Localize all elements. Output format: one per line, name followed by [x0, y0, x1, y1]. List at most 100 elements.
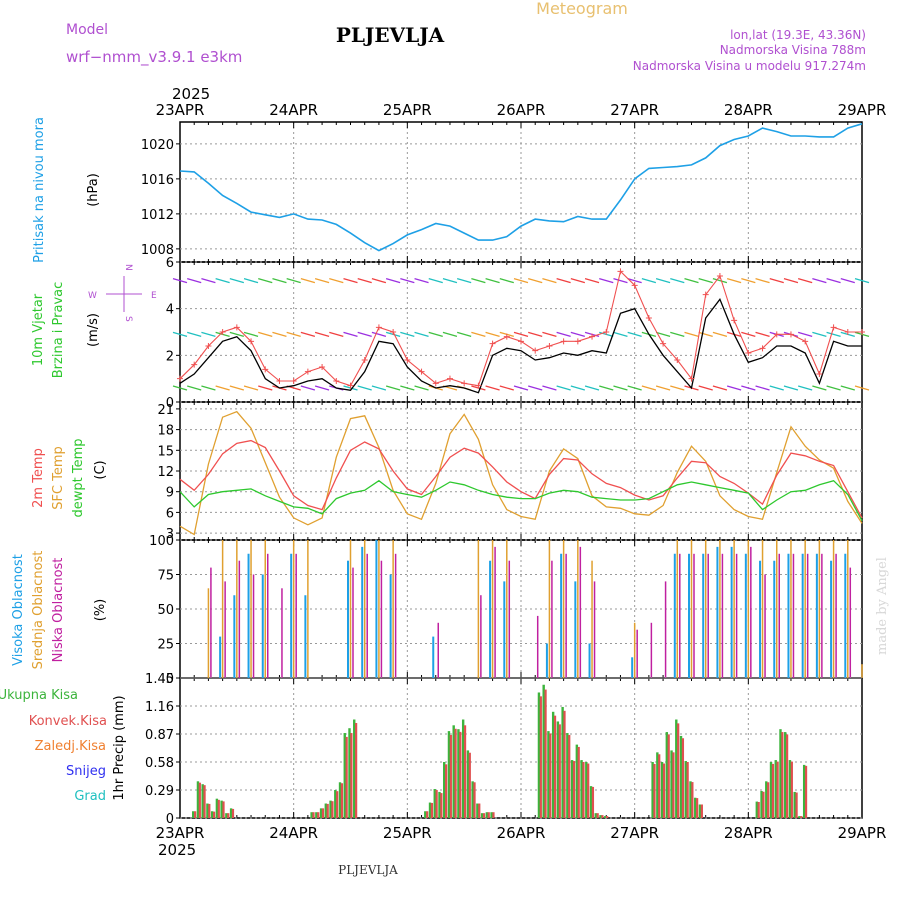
precip-total-bar [679, 735, 683, 818]
cloud-tick-label: 0 [166, 672, 174, 687]
cloud-label-high: Visoka Oblacnost [11, 554, 26, 666]
precip-total-bar [542, 684, 545, 818]
precip-total-bar [192, 811, 195, 818]
wind-arrow [684, 278, 699, 284]
precip-conv-bar [762, 791, 765, 818]
wind-arrow [229, 385, 245, 391]
precip-total-bar [471, 781, 474, 818]
wind-label-2: Brzina i Pravac [51, 282, 66, 379]
precip-conv-bar [662, 763, 666, 818]
precip-total-bar [220, 800, 223, 818]
precip-conv-bar [194, 811, 197, 818]
compass-s: S [123, 316, 133, 322]
precip-conv-bar [321, 808, 325, 818]
wind-arrow [812, 331, 827, 337]
wind-arrow [826, 385, 841, 391]
wind-arrow [826, 278, 841, 284]
wind-arrow [528, 278, 543, 284]
precip-total-bar [329, 800, 332, 818]
cloud-label-mid: Srednja Oblacnost [31, 551, 46, 670]
day-label-top: 29APR [838, 101, 887, 119]
wind-labels: 10m Vjetar Brzina i Pravac (m/s) W E N S [31, 264, 157, 378]
day-label-bottom: 28APR [724, 824, 773, 842]
wind-arrow [755, 385, 770, 391]
wind-gust-marker [390, 329, 397, 335]
precip-conv-bar [454, 728, 457, 818]
precip-conv-bar [786, 734, 789, 818]
temp-label-sfc: SFC Temp [51, 446, 66, 510]
wind-gust-marker [177, 375, 183, 382]
wind-gust-marker [404, 357, 411, 363]
wind-gust-marker [702, 291, 709, 298]
precip-conv-bar [653, 763, 656, 818]
pressure-tick-label: 1012 [141, 208, 174, 223]
year-top: 2025 [172, 85, 210, 103]
wind-arrow [655, 331, 671, 337]
wind-gust-marker [589, 333, 596, 340]
wind-gust-marker [489, 340, 496, 347]
precip-conv-bar [696, 798, 699, 818]
pressure-label: Pritisak na nivou mora [32, 117, 47, 263]
year-bottom: 2025 [158, 841, 196, 859]
precip-total-bar [698, 804, 702, 818]
wind-arrow [187, 385, 202, 391]
precip-conv-bar [336, 791, 339, 818]
wind-arrow [471, 331, 486, 337]
precip-conv-bar [553, 715, 557, 818]
precip-total-bar [656, 752, 659, 818]
wind-arrow [286, 331, 301, 337]
precip-conv-bar [767, 782, 770, 818]
precip-conv-bar [606, 816, 609, 818]
precip-total-bar [788, 760, 792, 818]
day-label-top: 23APR [156, 101, 205, 119]
pressure-tick-label: 1016 [141, 173, 174, 188]
precip-total-bar [793, 791, 796, 818]
precip-conv-bar [771, 763, 775, 818]
temp-label-dewpt: dewpt Temp [71, 438, 86, 517]
wind-arrow [485, 331, 500, 337]
precip-conv-bar [658, 754, 661, 818]
lonlat-text: lon,lat (19.3E, 43.36N) [730, 28, 866, 42]
precip-total-bar [196, 781, 200, 818]
wind-tick-label: 4 [166, 303, 174, 318]
wind-arrow [428, 331, 443, 337]
precip-total-bar [547, 731, 550, 818]
wind-arrow [599, 278, 614, 284]
precip-total-bar [343, 733, 346, 818]
wind-gust-marker [446, 375, 453, 382]
day-label-bottom: 29APR [838, 824, 887, 842]
precip-label-total: Ukupna Kisa [0, 688, 78, 703]
wind-arrow [684, 331, 699, 337]
wind-arrow [442, 331, 458, 337]
precip-conv-bar [601, 815, 604, 818]
wind-gust-marker [745, 350, 752, 356]
wind-arrow [741, 331, 756, 337]
wind-gust-marker [816, 371, 823, 377]
wind-arrow [712, 278, 728, 284]
precip-total-bar [480, 813, 484, 818]
wind-arrow [258, 278, 273, 284]
precip-conv-bar [468, 752, 471, 818]
precip-total-bar [665, 732, 669, 818]
precip-total-bar [438, 791, 441, 818]
wind-arrow [329, 331, 344, 337]
wind-arrow [343, 331, 358, 337]
wind-arrow [201, 385, 216, 391]
wind-arrow [726, 385, 742, 391]
wind-arrow [400, 385, 415, 391]
precip-conv-bar [544, 689, 547, 818]
wind-arrow [670, 278, 685, 284]
wind-arrow [613, 385, 628, 391]
wind-arrow [528, 385, 543, 391]
precip-conv-bar [312, 812, 315, 818]
wind-gust-marker [532, 347, 539, 354]
wind-arrow [243, 331, 259, 337]
precip-conv-bar [558, 724, 561, 818]
wind-arrow [854, 278, 870, 284]
precip-conv-bar [203, 785, 206, 818]
footer-station: PLJEVLJA [338, 863, 398, 877]
wind-unit: (m/s) [86, 313, 101, 347]
wind-arrow [698, 278, 713, 284]
wind-arrow [385, 385, 401, 391]
wind-arrow [272, 331, 287, 337]
